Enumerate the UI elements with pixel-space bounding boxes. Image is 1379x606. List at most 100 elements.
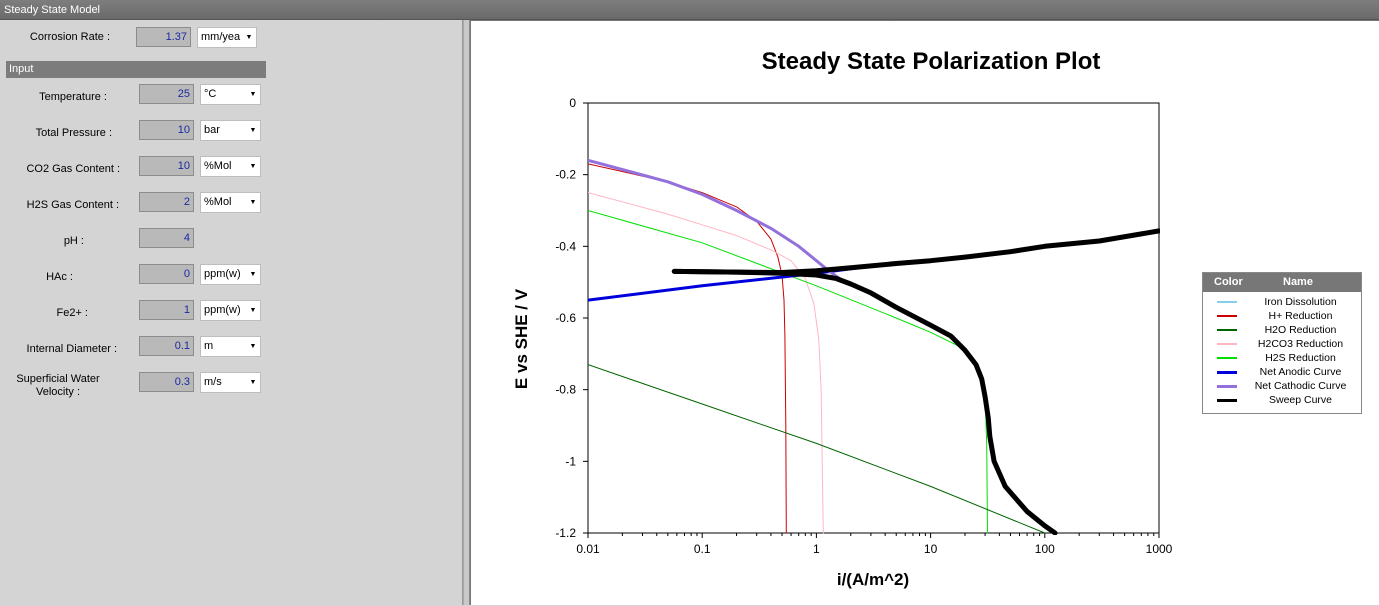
y-axis-label: E vs SHE / V	[512, 288, 531, 389]
legend-swatch	[1217, 371, 1237, 374]
y-tick-label: -1.2	[555, 526, 576, 540]
y-tick-label: -0.4	[555, 239, 576, 253]
legend-item: Sweep Curve	[1203, 393, 1361, 407]
temperature-input[interactable]: 25	[139, 84, 194, 104]
legend-swatch	[1217, 385, 1237, 388]
y-tick-label: -0.8	[555, 383, 576, 397]
ph-label: pH :	[63, 235, 84, 247]
series-sweep-curve	[671, 228, 1160, 275]
legend-item-name: Net Anodic Curve	[1259, 366, 1342, 378]
legend-item: Net Anodic Curve	[1203, 365, 1361, 379]
chevron-down-icon: ▼	[246, 337, 260, 356]
fe2-unit-dropdown[interactable]: ppm(w) ▼	[200, 300, 261, 321]
hac-unit-dropdown[interactable]: ppm(w) ▼	[200, 264, 261, 285]
co2-content-unit-text: %Mol	[204, 160, 232, 172]
legend-item-name: Iron Dissolution	[1264, 296, 1337, 308]
legend-item-name: Sweep Curve	[1268, 394, 1333, 406]
co2-content-label: CO2 Gas Content :	[26, 163, 120, 175]
chevron-down-icon: ▼	[246, 373, 260, 392]
total-pressure-input[interactable]: 10	[139, 120, 194, 140]
hac-label: HAc :	[46, 271, 73, 283]
total-pressure-label: Total Pressure :	[35, 127, 112, 139]
internal-diameter-input[interactable]: 0.1	[139, 336, 194, 356]
temperature-unit-dropdown[interactable]: °C ▼	[200, 84, 261, 105]
legend-item: H2CO3 Reduction	[1203, 337, 1361, 351]
legend-item-name: H+ Reduction	[1268, 310, 1333, 322]
corrosion-rate-label: Corrosion Rate :	[29, 31, 110, 43]
chart-legend: Color Name Iron Dissolution H+ Reduction H…	[1202, 272, 1362, 414]
x-tick-label: 0.01	[576, 542, 600, 556]
plot-frame	[587, 102, 1160, 534]
water-velocity-label-line1: Superficial Water	[16, 373, 100, 385]
corrosion-rate-unit-dropdown[interactable]: mm/yea ▼	[197, 27, 257, 48]
y-tick-label: 0	[569, 96, 576, 110]
input-panel: Corrosion Rate : 1.37 mm/yea ▼ Input Tem…	[0, 20, 463, 605]
water-velocity-label-line2: Velocity :	[35, 386, 81, 398]
chevron-down-icon: ▼	[246, 121, 260, 140]
ph-input[interactable]: 4	[139, 228, 194, 248]
internal-diameter-unit-dropdown[interactable]: m ▼	[200, 336, 261, 357]
y-tick-label: -1	[565, 454, 576, 468]
x-tick-label: 10	[924, 542, 938, 556]
chevron-down-icon: ▼	[246, 85, 260, 104]
legend-swatch	[1217, 301, 1237, 303]
chevron-down-icon: ▼	[246, 157, 260, 176]
fe2-label: Fe2+ :	[56, 307, 89, 319]
total-pressure-unit-dropdown[interactable]: bar ▼	[200, 120, 261, 141]
chevron-down-icon: ▼	[246, 301, 260, 320]
hac-input[interactable]: 0	[139, 264, 194, 284]
window-title: Steady State Model	[0, 0, 1379, 20]
x-tick-label: 0.1	[694, 542, 711, 556]
chart-title: Steady State Polarization Plot	[762, 48, 1101, 75]
chevron-down-icon: ▼	[242, 28, 256, 47]
x-tick-label: 1	[813, 542, 820, 556]
corrosion-rate-unit-text: mm/yea	[201, 31, 241, 43]
fe2-unit-text: ppm(w)	[204, 304, 241, 316]
water-velocity-label: Superficial Water Velocity :	[0, 373, 116, 399]
plot-area: 0.01 0.1 1 10 100 1000 0 -0.2 -0.4 -0.6 -0.8 -1 -1.2	[555, 96, 1172, 556]
legend-swatch	[1217, 357, 1237, 359]
hac-unit-text: ppm(w)	[204, 268, 241, 280]
legend-swatch	[1217, 315, 1237, 317]
h2s-content-label: H2S Gas Content :	[26, 199, 119, 211]
legend-item: H2S Reduction	[1203, 351, 1361, 365]
internal-diameter-label: Internal Diameter :	[26, 343, 117, 355]
legend-item: H2O Reduction	[1203, 323, 1361, 337]
legend-item-name: H2CO3 Reduction	[1257, 338, 1344, 350]
co2-content-unit-dropdown[interactable]: %Mol ▼	[200, 156, 261, 177]
series-sweep-curve	[671, 268, 1058, 535]
co2-content-input[interactable]: 10	[139, 156, 194, 176]
x-axis-label: i/(A/m^2)	[837, 570, 909, 589]
legend-item: Iron Dissolution	[1203, 295, 1361, 309]
corrosion-rate-value: 1.37	[136, 27, 191, 47]
h2s-content-input[interactable]: 2	[139, 192, 194, 212]
internal-diameter-unit-text: m	[204, 340, 214, 352]
legend-header: Color Name	[1203, 273, 1361, 292]
legend-rows: Iron Dissolution H+ Reduction H2O Reductio…	[1203, 292, 1361, 407]
temperature-unit-text: °C	[204, 88, 217, 100]
polarization-plot: Steady State Polarization Plot 0.01 0.1 1 1…	[512, 48, 1173, 589]
legend-item-name: H2S Reduction	[1265, 352, 1336, 364]
legend-color-header: Color	[1214, 276, 1243, 288]
chart-panel: Steady State Polarization Plot 0.01 0.1 1 1…	[470, 20, 1379, 605]
legend-swatch	[1217, 343, 1237, 345]
x-tick-label: 100	[1035, 542, 1055, 556]
water-velocity-input[interactable]: 0.3	[139, 372, 194, 392]
total-pressure-unit-text: bar	[204, 124, 220, 136]
series-h2o-reduction	[588, 364, 1046, 534]
legend-item-name: Net Cathodic Curve	[1254, 380, 1347, 392]
temperature-label: Temperature :	[39, 91, 107, 103]
series-h2co3-reduction	[588, 192, 824, 534]
x-tick-label: 1000	[1146, 542, 1173, 556]
water-velocity-unit-text: m/s	[204, 376, 222, 388]
fe2-input[interactable]: 1	[139, 300, 194, 320]
h2s-content-unit-text: %Mol	[204, 196, 232, 208]
legend-item-name: H2O Reduction	[1264, 324, 1337, 336]
chevron-down-icon: ▼	[246, 193, 260, 212]
water-velocity-unit-dropdown[interactable]: m/s ▼	[200, 372, 261, 393]
panel-splitter[interactable]	[463, 20, 470, 605]
h2s-content-unit-dropdown[interactable]: %Mol ▼	[200, 192, 261, 213]
input-section-header: Input	[6, 61, 266, 78]
legend-swatch	[1217, 399, 1237, 402]
y-tick-label: -0.6	[555, 311, 576, 325]
